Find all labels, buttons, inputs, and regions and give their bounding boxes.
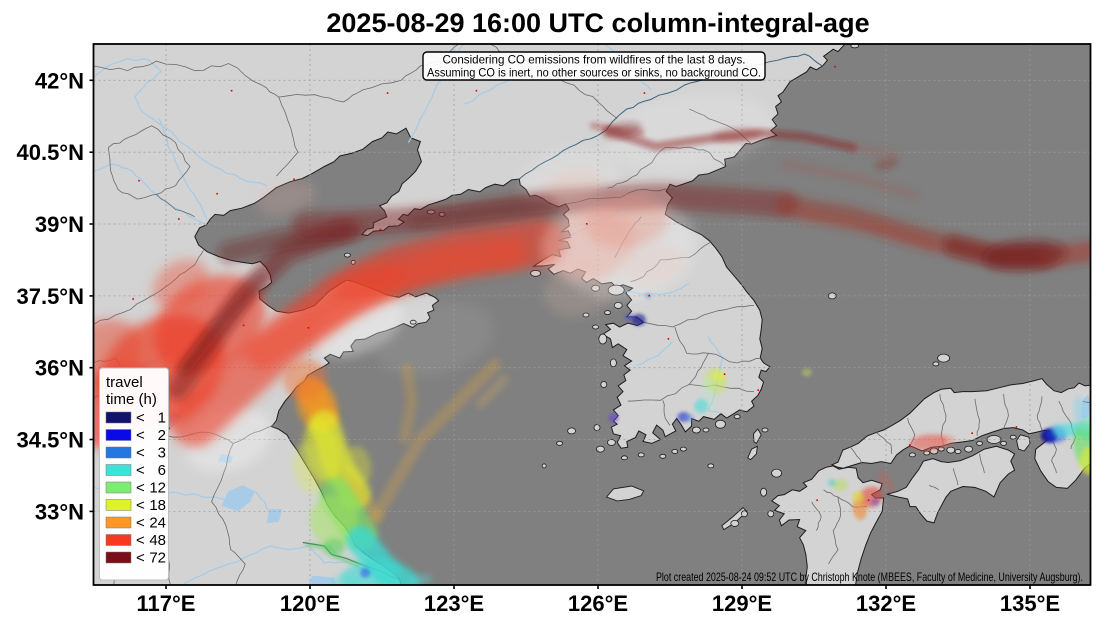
svg-text:135°E: 135°E	[1000, 591, 1060, 616]
svg-text:<: <	[136, 480, 145, 497]
svg-text:<: <	[136, 427, 145, 444]
svg-text:42°N: 42°N	[35, 68, 84, 93]
svg-text:24: 24	[149, 515, 166, 532]
svg-text:126°E: 126°E	[568, 591, 628, 616]
svg-text:37.5°N: 37.5°N	[16, 284, 84, 309]
svg-text:<: <	[136, 550, 145, 567]
svg-text:120°E: 120°E	[280, 591, 340, 616]
svg-text:2025-08-29 16:00 UTC column-in: 2025-08-29 16:00 UTC column-integral-age	[326, 8, 869, 38]
svg-text:40.5°N: 40.5°N	[16, 140, 84, 165]
svg-text:33°N: 33°N	[35, 499, 84, 524]
svg-text:<: <	[136, 410, 145, 427]
svg-text:12: 12	[149, 480, 166, 497]
svg-text:Assuming CO is inert, no other: Assuming CO is inert, no other sources o…	[427, 66, 761, 80]
svg-text:129°E: 129°E	[712, 591, 772, 616]
svg-text:34.5°N: 34.5°N	[16, 428, 84, 453]
svg-text:18: 18	[149, 497, 166, 514]
svg-text:72: 72	[149, 550, 166, 567]
svg-text:Plot created 2025-08-24 09:52: Plot created 2025-08-24 09:52 UTC by Chr…	[656, 570, 1083, 584]
svg-text:3: 3	[158, 445, 166, 462]
svg-text:2: 2	[158, 427, 166, 444]
svg-text:Considering CO emissions from: Considering CO emissions from wildfires …	[443, 53, 746, 67]
svg-text:time (h): time (h)	[106, 391, 157, 408]
svg-text:1: 1	[158, 410, 166, 427]
svg-text:48: 48	[149, 532, 166, 549]
svg-text:travel: travel	[106, 374, 143, 391]
svg-text:<: <	[136, 532, 145, 549]
svg-text:117°E: 117°E	[137, 591, 196, 616]
svg-text:<: <	[136, 462, 145, 479]
svg-text:39°N: 39°N	[35, 212, 84, 237]
svg-text:<: <	[136, 497, 145, 514]
svg-text:6: 6	[158, 462, 166, 479]
svg-text:<: <	[136, 515, 145, 532]
svg-text:<: <	[136, 445, 145, 462]
svg-text:36°N: 36°N	[35, 356, 84, 381]
svg-text:123°E: 123°E	[424, 591, 484, 616]
svg-text:132°E: 132°E	[856, 591, 916, 616]
